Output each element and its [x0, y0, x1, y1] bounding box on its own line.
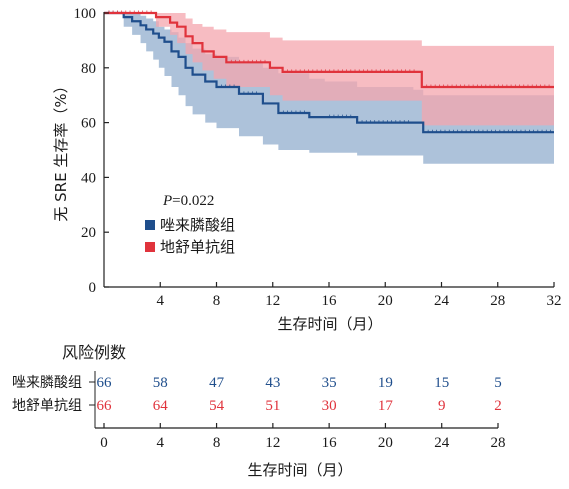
- risk-count: 19: [378, 375, 393, 391]
- y-tick-label: 0: [89, 280, 97, 296]
- risk-x-tick-label: 20: [378, 435, 393, 451]
- x-axis-title: 生存时间（月）: [277, 315, 382, 333]
- risk-count: 15: [434, 375, 449, 391]
- legend-swatch-denosumab: [145, 242, 155, 252]
- risk-x-axis-title: 生存时间（月）: [247, 461, 352, 479]
- risk-table-title: 风险例数: [62, 343, 126, 362]
- x-tick-label: 4: [157, 293, 165, 309]
- legend-label-denosumab: 地舒单抗组: [160, 238, 235, 256]
- risk-count: 2: [494, 398, 502, 414]
- risk-count: 9: [438, 398, 446, 414]
- risk-count: 51: [265, 398, 280, 414]
- risk-count: 30: [322, 398, 337, 414]
- risk-count: 5: [494, 375, 502, 391]
- legend: 唑来膦酸组 地舒单抗组: [145, 216, 235, 256]
- p-value-annotation: P=0.022: [162, 193, 214, 209]
- y-tick-label: 80: [81, 61, 96, 77]
- risk-count: 17: [378, 398, 394, 414]
- risk-count: 66: [97, 375, 113, 391]
- y-tick-label: 100: [74, 6, 97, 22]
- risk-x-tick-label: 8: [213, 435, 221, 451]
- svg-text:P=0.022: P=0.022: [162, 193, 214, 209]
- risk-count: 58: [153, 375, 168, 391]
- risk-count: 66: [97, 398, 113, 414]
- legend-swatch-zoledronic: [145, 220, 155, 230]
- legend-label-zoledronic: 唑来膦酸组: [160, 216, 235, 234]
- risk-count: 35: [322, 375, 337, 391]
- y-tick-label: 20: [81, 225, 96, 241]
- survival-curve-series-0: [104, 11, 554, 134]
- risk-x-tick-label: 24: [434, 435, 450, 451]
- y-tick-label: 60: [81, 116, 96, 132]
- x-tick-label: 32: [547, 293, 562, 309]
- risk-x-tick-label: 28: [491, 435, 506, 451]
- x-tick-label: 8: [213, 293, 221, 309]
- p-value-symbol: P: [162, 193, 172, 209]
- survival-curve-series-1: [104, 11, 554, 89]
- risk-x-tick-label: 16: [322, 435, 338, 451]
- risk-x-tick-label: 12: [265, 435, 280, 451]
- plot-area: 0 20 40 60 80 100 4 8 12 16 20 24 28 32: [74, 6, 562, 309]
- ci-band-series-1: [104, 13, 554, 126]
- x-tick-label: 24: [434, 293, 450, 309]
- risk-row-label: 地舒单抗组: [12, 398, 82, 414]
- x-tick-label: 16: [322, 293, 338, 309]
- x-tick-label: 12: [265, 293, 280, 309]
- x-tick-label: 20: [378, 293, 393, 309]
- risk-row-label: 唑来膦酸组: [12, 375, 82, 391]
- risk-x-tick-label: 4: [157, 435, 165, 451]
- risk-count: 54: [209, 398, 225, 414]
- risk-count: 64: [153, 398, 169, 414]
- risk-count: 47: [209, 375, 225, 391]
- x-tick-label: 28: [490, 293, 505, 309]
- risk-x-tick-label: 0: [100, 435, 108, 451]
- p-value-text: =0.022: [172, 193, 214, 209]
- y-axis-title: 无 SRE 生存率（%）: [52, 78, 70, 221]
- y-tick-label: 40: [81, 170, 96, 186]
- risk-count: 43: [265, 375, 280, 391]
